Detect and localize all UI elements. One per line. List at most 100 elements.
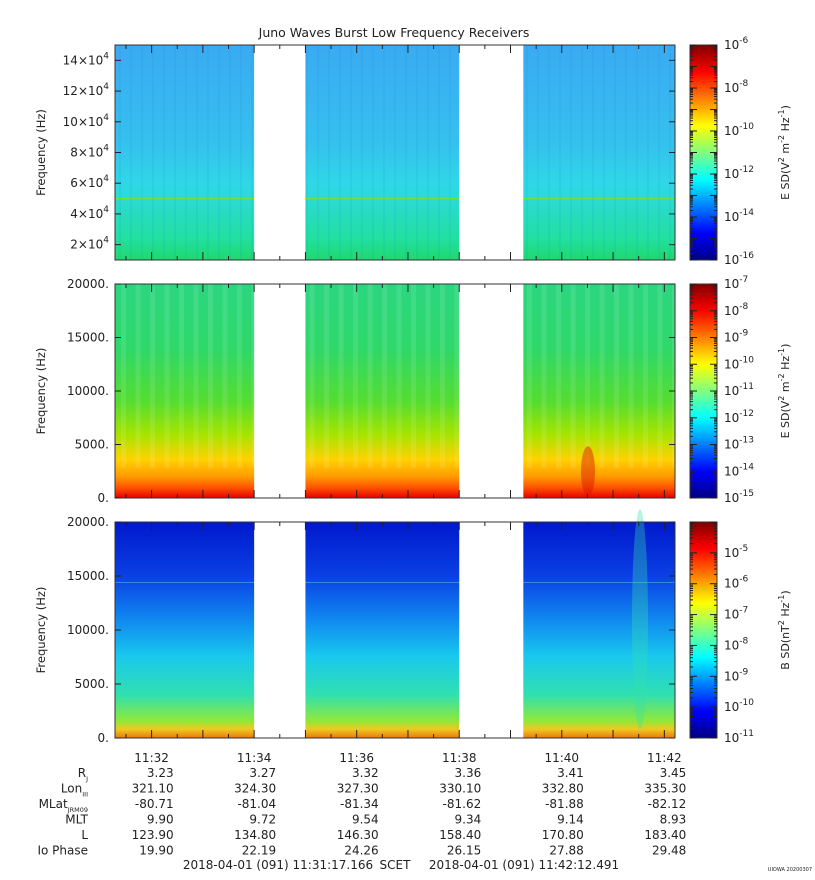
- noise-stripe: [383, 45, 385, 260]
- ephemeris-value: 327.30: [337, 782, 379, 796]
- spin-modulation-stripe: [425, 284, 431, 469]
- ephemeris-value: 9.54: [352, 813, 379, 827]
- ephemeris-value: 9.14: [557, 813, 584, 827]
- ephemeris-value: 332.80: [542, 782, 584, 796]
- time-label: 11:42: [647, 751, 682, 765]
- noise-stripe: [592, 45, 594, 260]
- ephemeris-value: -82.12: [648, 797, 687, 811]
- ephemeris-value: 3.23: [147, 766, 174, 780]
- spin-modulation-stripe: [614, 284, 619, 469]
- colorbar-tick-label: 10-7: [724, 606, 748, 622]
- footer-end-time: 2018-04-01 (091) 11:42:12.491: [429, 858, 619, 872]
- colorbar-tick-label: 10-11: [724, 382, 754, 398]
- spin-modulation-stripe: [628, 284, 634, 469]
- noise-stripe: [361, 45, 363, 260]
- colorbar-tick-label: 10-5: [724, 544, 748, 560]
- y-tick-label: 2×104: [70, 236, 109, 252]
- y-tick-label: 0.: [98, 491, 109, 505]
- spin-modulation-stripe: [222, 284, 228, 469]
- noise-stripe: [207, 45, 209, 260]
- spin-modulation-stripe: [527, 284, 532, 469]
- ephemeris-value: 22.19: [242, 844, 276, 858]
- colorbar-tick-label: 10-15: [724, 489, 754, 505]
- spin-modulation-stripe: [396, 284, 402, 469]
- ephemeris-value: 3.36: [455, 766, 482, 780]
- y-tick-label: 5000.: [75, 438, 109, 452]
- ephemeris-value: 335.30: [644, 782, 686, 796]
- colorbar-tick-label: 10-9: [724, 329, 749, 345]
- colorbar-tick-label: 10-10: [724, 698, 754, 714]
- spin-modulation-stripe: [599, 284, 605, 469]
- y-tick-label: 4×104: [70, 205, 109, 221]
- ephemeris-value: 330.10: [439, 782, 481, 796]
- colorbar-tick-label: 10-14: [724, 462, 754, 478]
- noise-stripe: [229, 45, 231, 260]
- footer-start-time: 2018-04-01 (091) 11:31:17.166: [183, 858, 373, 872]
- ephemeris-value: 146.30: [337, 828, 379, 842]
- noise-stripe: [141, 45, 143, 260]
- colorbar-tick-label: 10-8: [724, 302, 749, 318]
- spectrogram-panel-bottom: 20000. 15000. 10000. 5000. 0. Frequency (Hz) 1…: [34, 509, 792, 745]
- ephemeris-value: 321.10: [132, 782, 174, 796]
- noise-stripe: [581, 45, 583, 260]
- footer-scet: SCET: [380, 858, 412, 872]
- noise-stripe: [427, 45, 429, 260]
- colorbar-tick-label: 10-6: [724, 575, 749, 591]
- spin-modulation-stripe: [121, 284, 126, 469]
- noise-stripe: [625, 45, 627, 260]
- data-gap: [254, 283, 306, 499]
- ephemeris-value: 134.80: [234, 828, 276, 842]
- y-tick-label: 10000.: [67, 623, 109, 637]
- y-tick-label: 10000.: [67, 384, 109, 398]
- ephemeris-value: -81.34: [340, 797, 379, 811]
- data-gap: [254, 521, 306, 739]
- colorbar-tick-label: 10-10: [724, 355, 754, 371]
- spectrogram-image: [115, 522, 675, 738]
- colorbar-label: B SD(nT2 Hz-1): [777, 590, 792, 669]
- ephemeris-value: 24.26: [344, 844, 378, 858]
- spectrogram-image: [115, 284, 675, 498]
- noise-stripe: [240, 45, 242, 260]
- ephemeris-value: 3.27: [249, 766, 276, 780]
- time-label: 11:38: [442, 751, 477, 765]
- noise-stripe: [306, 45, 308, 260]
- y-axis-label: Frequency (Hz): [34, 587, 48, 674]
- ephemeris-row-label: MLatJRM09: [39, 797, 88, 814]
- noise-stripe: [339, 45, 341, 260]
- noise-stripe: [537, 45, 539, 260]
- data-gap: [254, 44, 306, 261]
- credit-stamp: UIOWA 20200307: [768, 867, 812, 873]
- noise-stripe: [614, 45, 616, 260]
- noise-stripe: [394, 45, 396, 260]
- spin-modulation-stripe: [338, 284, 344, 469]
- spin-modulation-stripe: [309, 284, 315, 469]
- noise-stripe: [449, 45, 451, 260]
- spectrogram-image: [115, 45, 675, 260]
- ephemeris-row-label: MLT: [65, 813, 88, 827]
- y-tick-label: 10×104: [63, 113, 110, 129]
- noise-stripe: [438, 45, 440, 260]
- figure-title: Juno Waves Burst Low Frequency Receivers: [258, 25, 530, 40]
- colorbar-tick-label: 10-11: [724, 729, 754, 745]
- y-tick-label: 8×104: [70, 144, 109, 160]
- spin-modulation-stripe: [657, 284, 663, 469]
- ephemeris-value: 26.15: [447, 844, 481, 858]
- noise-stripe: [603, 45, 605, 260]
- ephemeris-value: 3.45: [660, 766, 687, 780]
- ephemeris-value: 9.34: [455, 813, 482, 827]
- noise-stripe: [317, 45, 319, 260]
- spectrogram-panel-top: 14×104 12×104 10×104 8×104 6×104 4×104 2×104 Fr…: [34, 36, 792, 267]
- y-axis-label: Frequency (Hz): [34, 109, 48, 196]
- spin-modulation-stripe: [367, 284, 373, 469]
- ephemeris-value: -81.62: [443, 797, 482, 811]
- spin-modulation-stripe: [556, 284, 561, 469]
- ephemeris-value: -81.04: [237, 797, 276, 811]
- colorbar-tick-label: 10-12: [724, 165, 754, 181]
- spectrogram-panel-middle: 20000. 15000. 10000. 5000. 0. Frequency (Hz) 1…: [34, 275, 792, 505]
- ephemeris-value: 324.30: [234, 782, 276, 796]
- noise-stripe: [658, 45, 660, 260]
- colorbar-tick-label: 10-13: [724, 436, 754, 452]
- y-tick-label: 5000.: [75, 677, 109, 691]
- y-tick-label: 0.: [98, 731, 109, 745]
